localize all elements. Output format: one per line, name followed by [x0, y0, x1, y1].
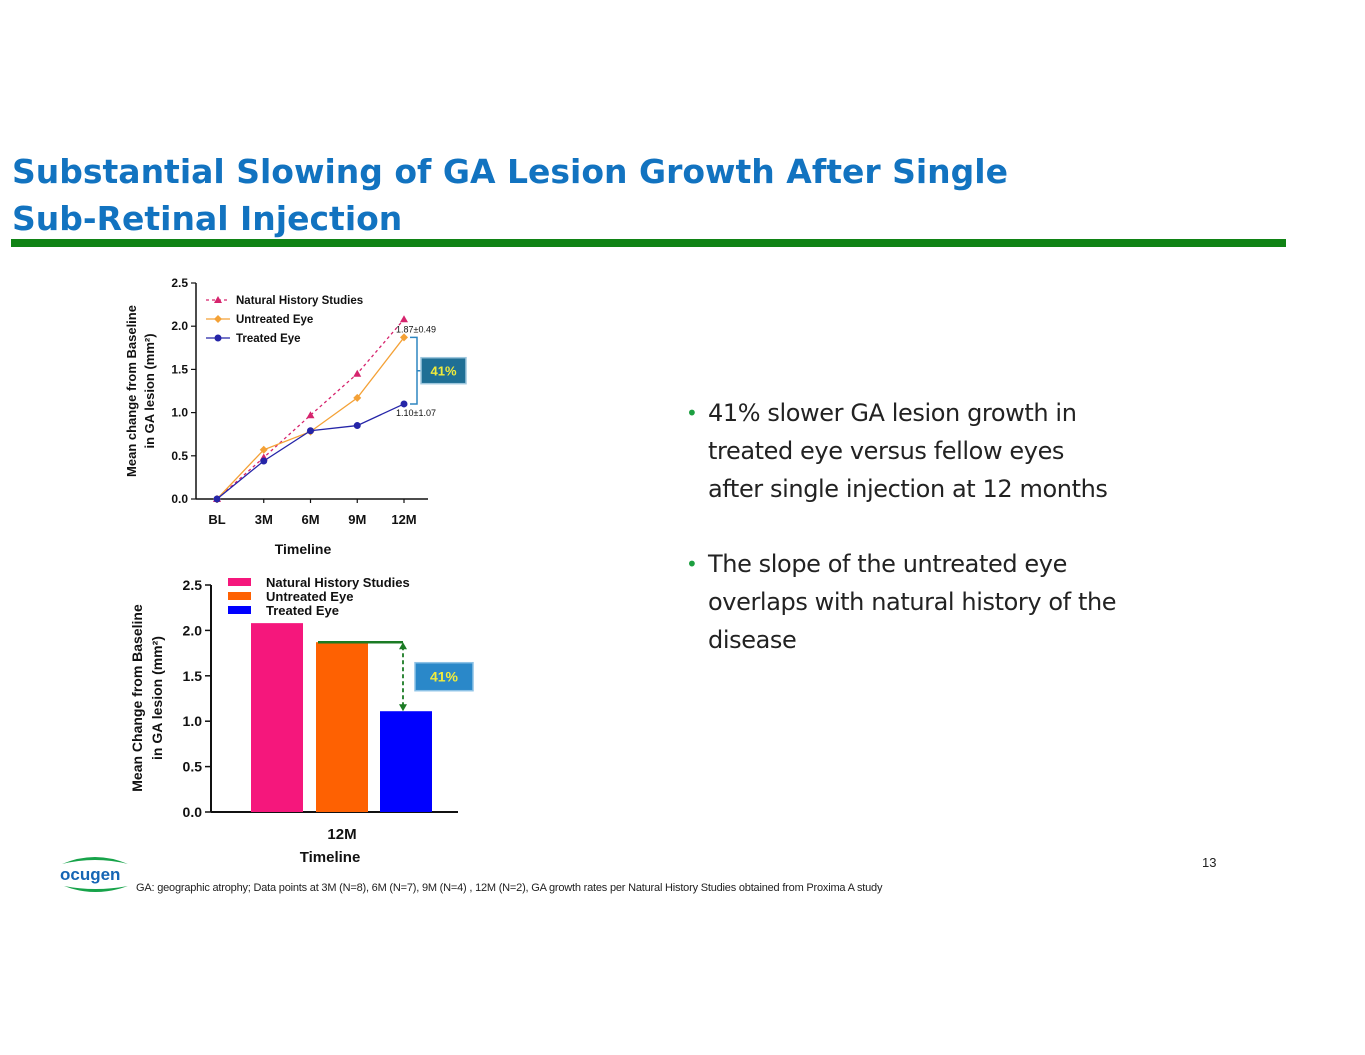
x-tick-label: 3M — [255, 512, 273, 527]
y-axis-title-line-1: Mean change from Baseline — [124, 305, 139, 477]
slide-title-line-1: Substantial Slowing of GA Lesion Growth … — [12, 152, 1008, 191]
bullet-list: • 41% slower GA lesion growth in treated… — [686, 394, 1246, 696]
y-tick-label: 1.0 — [171, 406, 188, 420]
logo-arc-top-icon — [62, 857, 128, 864]
legend-swatch — [228, 578, 251, 586]
data-point — [260, 457, 268, 465]
annotation-lower: 1.10±1.07 — [396, 408, 436, 418]
data-point — [353, 393, 362, 402]
data-point — [353, 422, 361, 430]
y-tick-label: 0.0 — [171, 492, 188, 506]
y-tick-label: 2.5 — [171, 276, 188, 290]
bullet-dot-icon: • — [686, 401, 698, 425]
logo-arc-bottom-icon — [64, 886, 128, 892]
footnote: GA: geographic atrophy; Data points at 3… — [136, 882, 883, 894]
data-point — [353, 369, 362, 377]
bracket — [410, 336, 422, 405]
bullet-item-1: • 41% slower GA lesion growth in treated… — [686, 394, 1246, 508]
y-tick-label: 0.5 — [183, 759, 203, 775]
reduction-badge — [414, 661, 474, 692]
y-tick-label: 1.5 — [183, 668, 203, 684]
page-number: 13 — [1202, 855, 1217, 870]
legend-swatch — [228, 592, 251, 600]
bar-untreated-eye — [316, 642, 368, 812]
reduction-badge-label: 41% — [430, 669, 459, 685]
ocugen-logo: ocugen — [60, 857, 128, 892]
data-point — [307, 427, 314, 435]
logo-text: ocugen — [60, 865, 120, 884]
bullet-dot-icon: • — [686, 552, 698, 576]
arrow-head-up-icon — [399, 642, 407, 650]
legend-marker — [214, 315, 222, 323]
reduction-badge-label: 41% — [430, 364, 456, 379]
x-category-label: 12M — [327, 826, 356, 843]
series-line-treated-eye — [216, 403, 405, 500]
legend-label: Treated Eye — [266, 603, 339, 618]
legend-swatch — [228, 606, 251, 614]
x-axis-title: Timeline — [275, 541, 332, 557]
y-axis-title-line-2: in GA lesion (mm²) — [142, 333, 157, 448]
bullet-2-line-1: The slope of the untreated eye — [708, 550, 1067, 578]
title-underline — [11, 239, 1286, 247]
y-tick-label: 2.5 — [183, 577, 203, 593]
data-point — [213, 495, 221, 503]
legend-label: Natural History Studies — [236, 295, 363, 307]
slide-title: Substantial Slowing of GA Lesion Growth … — [12, 148, 1212, 242]
bullet-2-line-3: disease — [708, 626, 797, 654]
arrow-head-down-icon — [399, 704, 407, 712]
y-axis-title-line-1: Mean Change from Baseline — [129, 604, 145, 792]
data-point — [400, 400, 408, 408]
legend-marker — [214, 296, 222, 303]
y-tick-label: 1.5 — [171, 362, 188, 376]
y-tick-label: 2.0 — [183, 622, 203, 638]
bullet-item-2: • The slope of the untreated eye overlap… — [686, 545, 1246, 659]
data-point — [400, 333, 408, 342]
line-chart: 0.0 0.5 1.0 1.5 2.0 2.5 BL 3M 6M 9M 12M Timeline Mea… — [124, 276, 467, 557]
bullet-1-line-1: 41% slower GA lesion growth in — [708, 399, 1077, 427]
y-tick-label: 0.5 — [171, 449, 188, 463]
legend-label: Natural History Studies — [266, 575, 410, 590]
legend-label: Untreated Eye — [236, 314, 313, 326]
data-point — [306, 411, 315, 419]
x-tick-label: BL — [208, 512, 225, 527]
bullet-1-line-3: after single injection at 12 months — [708, 475, 1108, 503]
slide-title-line-2: Sub-Retinal Injection — [12, 199, 403, 238]
y-tick-label: 2.0 — [171, 319, 188, 333]
x-axis-title: Timeline — [300, 849, 361, 866]
x-tick-label: 12M — [391, 512, 416, 527]
x-tick-label: 9M — [348, 512, 366, 527]
data-point — [259, 445, 268, 454]
legend-marker — [214, 334, 222, 342]
y-tick-label: 1.0 — [183, 713, 203, 729]
y-tick-label: 0.0 — [183, 804, 203, 820]
bar-treated-eye — [380, 711, 432, 812]
bullet-1-line-2: treated eye versus fellow eyes — [708, 437, 1065, 465]
bar-natural-history-studies — [251, 623, 303, 812]
bullet-2-line-2: overlaps with natural history of the — [708, 588, 1117, 616]
bar-chart: 0.0 0.5 1.0 1.5 2.0 2.5 Natural History Studie… — [129, 575, 474, 866]
legend-label: Treated Eye — [236, 333, 301, 345]
x-tick-label: 6M — [301, 512, 319, 527]
legend-label: Untreated Eye — [266, 589, 353, 604]
annotation-upper: 1.87±0.49 — [396, 324, 436, 334]
reduction-badge — [420, 356, 467, 385]
data-point — [400, 315, 408, 323]
y-axis-title-line-2: in GA lesion (mm²) — [149, 636, 165, 760]
series-line-natural-history-studies — [216, 318, 405, 500]
